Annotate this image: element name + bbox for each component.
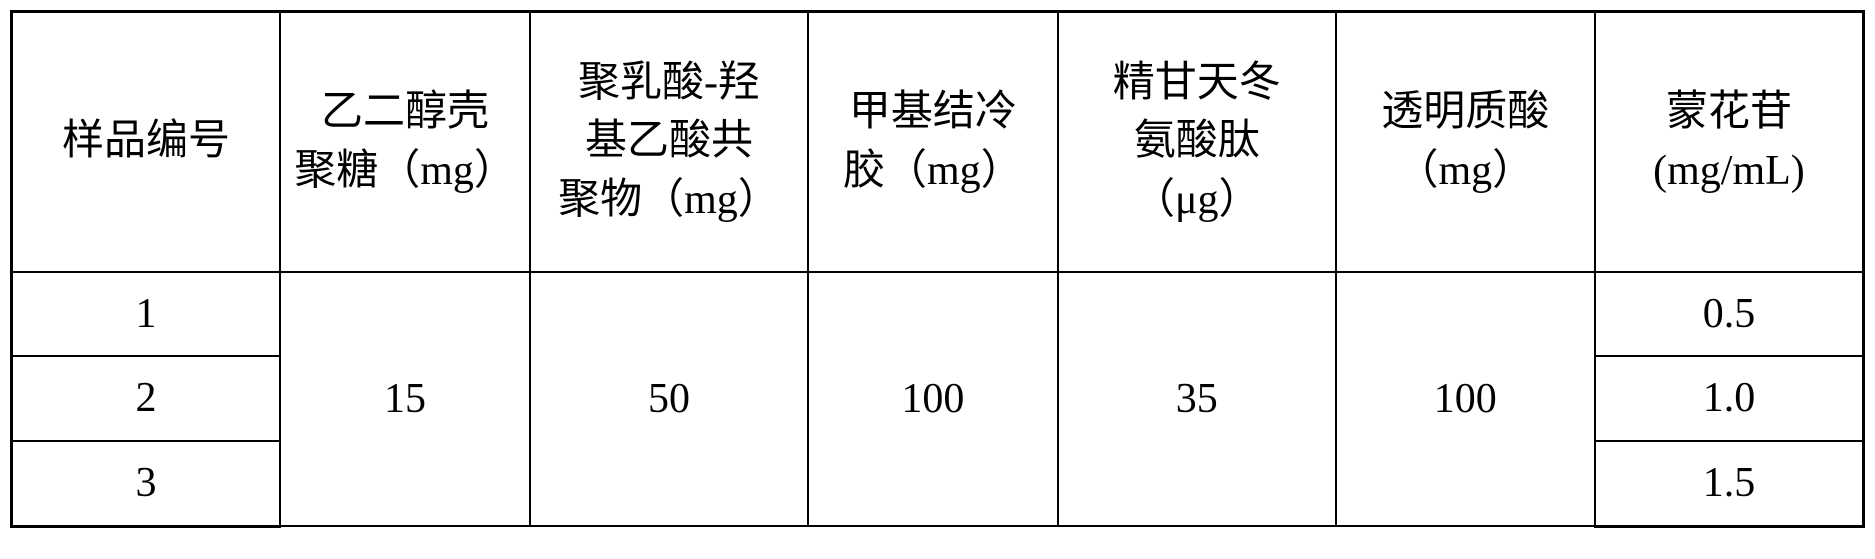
plga-cell: 50 xyxy=(530,272,808,527)
header-line: 胶（mg） xyxy=(843,148,1023,194)
linarin-cell: 1.5 xyxy=(1595,441,1864,526)
header-line: 精甘天冬 xyxy=(1113,60,1281,106)
header-line: 乙二醇壳 xyxy=(321,89,489,135)
header-line: 氨酸肽 xyxy=(1134,118,1260,164)
table-header-row: 样品编号 乙二醇壳 聚糖（mg） 聚乳酸-羟 基乙酸共 聚物（mg） 甲基结冷 … xyxy=(12,12,1864,272)
cell-value: 3 xyxy=(136,460,157,506)
linarin-cell: 1.0 xyxy=(1595,356,1864,441)
cell-value: 50 xyxy=(648,376,690,422)
data-table-container: 样品编号 乙二醇壳 聚糖（mg） 聚乳酸-羟 基乙酸共 聚物（mg） 甲基结冷 … xyxy=(10,10,1865,528)
header-line: 甲基结冷 xyxy=(849,89,1017,135)
sample-id-cell: 2 xyxy=(12,356,281,441)
table-row: 1 15 50 100 35 100 0.5 xyxy=(12,272,1864,357)
sample-id-cell: 3 xyxy=(12,441,281,526)
cell-value: 1 xyxy=(136,291,157,337)
header-line: 聚物（mg） xyxy=(558,177,780,223)
cell-value: 1.0 xyxy=(1703,375,1756,421)
cell-value: 100 xyxy=(1434,376,1497,422)
header-line: 聚乳酸-羟 xyxy=(578,60,760,106)
header-line: （μg） xyxy=(1133,177,1261,223)
cell-value: 2 xyxy=(136,375,157,421)
header-peptide: 精甘天冬 氨酸肽 （μg） xyxy=(1058,12,1336,272)
linarin-cell: 0.5 xyxy=(1595,272,1864,357)
cell-value: 1.5 xyxy=(1703,460,1756,506)
cell-value: 35 xyxy=(1176,376,1218,422)
header-line: 蒙花苷 xyxy=(1666,89,1792,135)
header-hyaluronic-acid: 透明质酸 （mg） xyxy=(1336,12,1595,272)
cell-value: 15 xyxy=(384,376,426,422)
header-label: 样品编号 xyxy=(62,118,230,164)
header-line: 聚糖（mg） xyxy=(294,148,516,194)
glycol-chitosan-cell: 15 xyxy=(280,272,530,527)
sample-id-cell: 1 xyxy=(12,272,281,357)
peptide-cell: 35 xyxy=(1058,272,1336,527)
header-plga: 聚乳酸-羟 基乙酸共 聚物（mg） xyxy=(530,12,808,272)
sample-composition-table: 样品编号 乙二醇壳 聚糖（mg） 聚乳酸-羟 基乙酸共 聚物（mg） 甲基结冷 … xyxy=(10,10,1865,528)
cell-value: 0.5 xyxy=(1703,291,1756,337)
header-glycol-chitosan: 乙二醇壳 聚糖（mg） xyxy=(280,12,530,272)
header-line: 基乙酸共 xyxy=(585,118,753,164)
header-gellan-gum: 甲基结冷 胶（mg） xyxy=(808,12,1058,272)
header-line: （mg） xyxy=(1396,148,1534,194)
gellan-gum-cell: 100 xyxy=(808,272,1058,527)
cell-value: 100 xyxy=(901,376,964,422)
header-linarin: 蒙花苷 (mg/mL) xyxy=(1595,12,1864,272)
header-sample-id: 样品编号 xyxy=(12,12,281,272)
hyaluronic-acid-cell: 100 xyxy=(1336,272,1595,527)
header-line: 透明质酸 xyxy=(1381,89,1549,135)
header-line: (mg/mL) xyxy=(1653,148,1805,194)
